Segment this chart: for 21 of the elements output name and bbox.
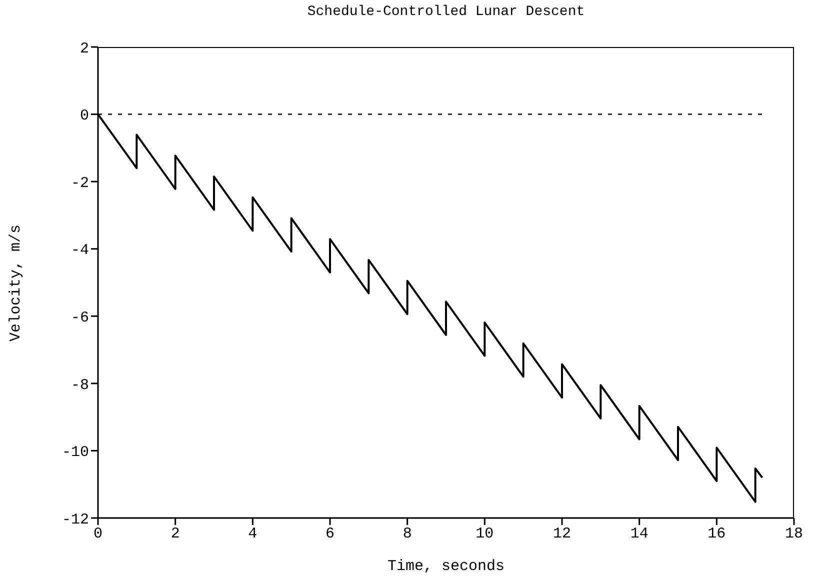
x-tick-label: 12 xyxy=(552,526,572,543)
x-tick-label: 2 xyxy=(170,526,180,543)
y-tick-label: -10 xyxy=(62,444,89,462)
x-tick-label: 4 xyxy=(248,526,258,543)
y-tick-label: -12 xyxy=(62,511,89,528)
x-axis-title: Time, seconds xyxy=(386,558,506,575)
x-tick-label: 6 xyxy=(325,526,335,543)
y-tick-label: -4 xyxy=(70,242,89,260)
y-tick-label: -8 xyxy=(70,376,89,394)
y-tick-label: 2 xyxy=(80,40,89,58)
y-tick-label: -6 xyxy=(70,309,89,326)
y-axis-title: Velocity, m/s xyxy=(7,222,25,344)
x-tick-label: 10 xyxy=(476,526,494,543)
x-tick-label: 14 xyxy=(630,526,648,543)
x-tick-label: 8 xyxy=(402,526,412,543)
x-tick-label: 16 xyxy=(708,526,726,543)
y-tick-label: 0 xyxy=(80,108,89,125)
chart-title: Schedule-Controlled Lunar Descent xyxy=(306,4,586,20)
x-tick-label: 0 xyxy=(93,526,103,543)
x-tick-label: 18 xyxy=(784,526,804,543)
y-tick-label: -2 xyxy=(70,174,89,192)
